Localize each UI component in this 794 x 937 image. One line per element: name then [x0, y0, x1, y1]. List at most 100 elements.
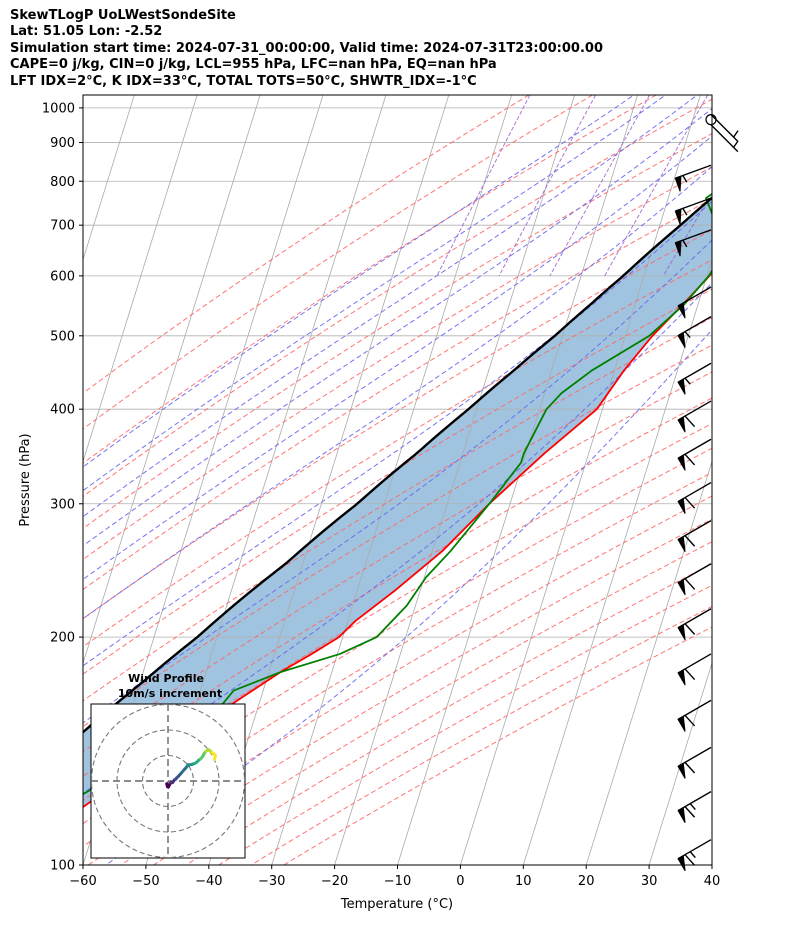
x-tick-label: −10: [384, 874, 411, 889]
barb-flag: [674, 208, 682, 225]
y-tick-label: 600: [50, 269, 75, 284]
axes: −60 −50 −40 −30 −20 −10 0 10 20 30 40 1000 900 800 700…: [42, 101, 720, 889]
barb-half: [733, 140, 739, 148]
moist-adiabat-line: [83, 166, 712, 620]
dry-adiabat-line: [83, 447, 712, 825]
cape-shade: [83, 197, 712, 807]
isotherm-line: [775, 95, 794, 865]
chart-title: SkewTLogP UoLWestSondeSite: [10, 8, 236, 23]
dry-adiabat-line: [185, 563, 712, 865]
x-tick-label: −50: [132, 874, 159, 889]
indices-line-2: LFT IDX=2°C, K IDX=33°C, TOTAL TOTS=50°C…: [10, 73, 477, 89]
barb-flag: [674, 240, 682, 257]
barb-flag: [677, 454, 686, 471]
dry-adiabat-line: [83, 259, 712, 648]
barb-half: [689, 851, 696, 859]
mixing-ratio-line: [436, 95, 531, 277]
barb-full: [684, 668, 696, 681]
dry-adiabat-line: [83, 166, 712, 561]
barb-full: [684, 806, 696, 818]
chart-header: SkewTLogP UoLWestSondeSite Lat: 51.05 Lo…: [10, 8, 790, 90]
dry-adiabat-line: [218, 584, 712, 865]
wind-barb: [677, 653, 712, 686]
mixing-ratio-line: [604, 95, 709, 277]
dry-adiabat-line: [83, 471, 712, 847]
barb-full: [684, 415, 696, 428]
hodograph-ring: [91, 704, 245, 858]
wind-barb: [677, 699, 712, 732]
barb-full: [684, 578, 696, 590]
times-line: Simulation start time: 2024-07-31_00:00:…: [10, 40, 603, 56]
y-tick-label: 200: [50, 631, 75, 646]
wind-barb: [677, 438, 712, 471]
barb-flag: [677, 669, 686, 686]
y-tick-label: 100: [50, 859, 75, 874]
y-tick-label: 300: [50, 497, 75, 512]
isotherm-line: [83, 95, 135, 261]
wind-barb: [677, 400, 712, 433]
isotherm-line: [83, 95, 198, 463]
wind-barb: [674, 229, 712, 257]
x-axis-label: Temperature (°C): [340, 897, 453, 912]
wind-barb: [677, 563, 712, 596]
isotherm-line: [397, 95, 638, 865]
moist-adiabat-line: [83, 282, 712, 794]
moist-adiabat-line: [83, 95, 635, 468]
x-tick-label: −20: [321, 874, 348, 889]
barb-half: [733, 130, 739, 138]
isotherm-line: [711, 863, 712, 865]
y-tick-label: 400: [50, 403, 75, 418]
barb-half: [684, 377, 691, 385]
isotherm-line: [648, 661, 712, 865]
hodograph-segment: [212, 754, 217, 761]
barb-flag: [674, 175, 682, 192]
dry-adiabat-line: [83, 344, 712, 728]
dry-adiabat-line: [83, 288, 712, 675]
x-tick-label: 10: [515, 874, 532, 889]
mixing-ratio-line: [549, 95, 651, 277]
x-tick-label: −40: [195, 874, 222, 889]
dry-adiabat-line: [120, 518, 712, 865]
barb-full: [684, 535, 696, 547]
barb-full: [684, 854, 696, 866]
dry-adiabat-line: [250, 605, 712, 865]
dry-adiabat-line: [83, 316, 712, 702]
moist-adiabat-line: [83, 95, 667, 492]
wind-barb: [674, 197, 712, 225]
y-tick-label: 500: [50, 329, 75, 344]
wind-barb: [677, 481, 712, 514]
isotherm-line: [460, 95, 701, 865]
hodograph: Wind Profile 10m/s increment: [90, 672, 246, 859]
dry-adiabat-line: [83, 422, 712, 801]
moist-adiabat-line: [83, 239, 712, 724]
wind-barb: [677, 791, 712, 824]
dry-adiabat-line: [83, 397, 712, 777]
barb-full: [684, 761, 696, 774]
barb-flag: [677, 623, 686, 641]
wind-barb: [677, 746, 712, 779]
isotherm-line: [83, 95, 261, 665]
calm-circle: [705, 114, 717, 126]
x-tick-label: 0: [456, 874, 464, 889]
mixing-ratio-line: [498, 95, 597, 277]
barb-flag: [677, 806, 686, 824]
moist-adiabat-line: [83, 107, 712, 547]
hodograph-subtitle: 10m/s increment: [118, 687, 222, 700]
wind-barb: [677, 286, 712, 319]
isotherm-line: [334, 95, 575, 865]
x-tick-label: 30: [641, 874, 658, 889]
dry-adiabat-line: [83, 98, 712, 498]
dry-adiabat-line: [83, 95, 530, 394]
moist-adiabat-line: [83, 95, 699, 518]
barb-full: [684, 453, 696, 466]
y-tick-label: 900: [50, 136, 75, 151]
dry-adiabat-line: [153, 541, 712, 865]
location-line: Lat: 51.05 Lon: -2.52: [10, 24, 163, 40]
wind-barb: [677, 316, 712, 349]
wind-barb: [705, 114, 717, 126]
barb-flag: [677, 497, 686, 514]
barb-flag: [677, 416, 686, 433]
dry-adiabat-line: [283, 626, 712, 865]
barb-flag: [677, 378, 686, 395]
wind-barb: [674, 164, 712, 192]
